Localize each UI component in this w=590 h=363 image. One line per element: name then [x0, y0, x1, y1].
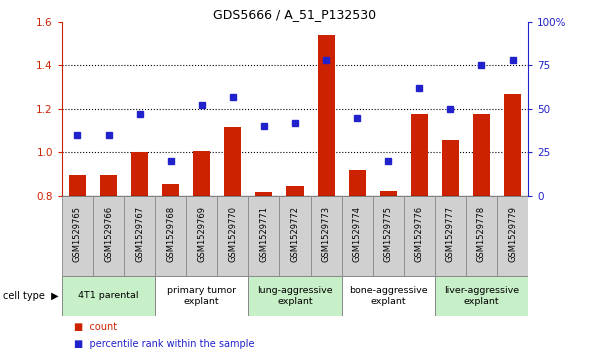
Bar: [310, 196, 342, 276]
Text: primary tumor
explant: primary tumor explant: [167, 286, 237, 306]
Bar: [155, 196, 186, 276]
Bar: [442, 140, 459, 196]
Bar: [131, 152, 148, 196]
Bar: [93, 196, 124, 276]
Bar: [100, 175, 117, 196]
Text: lung-aggressive
explant: lung-aggressive explant: [257, 286, 333, 306]
Text: GSM1529768: GSM1529768: [166, 206, 175, 262]
Text: ■  count: ■ count: [74, 322, 117, 332]
Text: GSM1529778: GSM1529778: [477, 206, 486, 262]
Text: GSM1529767: GSM1529767: [135, 206, 144, 262]
Text: GSM1529776: GSM1529776: [415, 206, 424, 262]
Text: cell type  ▶: cell type ▶: [4, 291, 59, 301]
Text: ■  percentile rank within the sample: ■ percentile rank within the sample: [74, 339, 254, 348]
Text: GSM1529772: GSM1529772: [290, 206, 300, 262]
Bar: [62, 276, 155, 316]
Bar: [155, 276, 248, 316]
Bar: [497, 196, 528, 276]
Text: 4T1 parental: 4T1 parental: [78, 291, 139, 300]
Bar: [504, 94, 521, 196]
Text: GSM1529770: GSM1529770: [228, 206, 237, 262]
Text: liver-aggressive
explant: liver-aggressive explant: [444, 286, 519, 306]
Bar: [342, 196, 373, 276]
Bar: [124, 196, 155, 276]
Bar: [69, 175, 86, 196]
Bar: [162, 184, 179, 196]
Text: GSM1529766: GSM1529766: [104, 206, 113, 262]
Bar: [194, 151, 210, 196]
Bar: [435, 196, 466, 276]
Bar: [404, 196, 435, 276]
Bar: [317, 35, 335, 196]
Text: bone-aggressive
explant: bone-aggressive explant: [349, 286, 428, 306]
Bar: [435, 276, 528, 316]
Bar: [224, 127, 241, 196]
Bar: [280, 196, 310, 276]
Text: GSM1529771: GSM1529771: [260, 206, 268, 262]
Text: GSM1529774: GSM1529774: [353, 206, 362, 262]
Bar: [411, 114, 428, 196]
Bar: [342, 276, 435, 316]
Bar: [466, 196, 497, 276]
Text: GSM1529765: GSM1529765: [73, 206, 82, 262]
Bar: [186, 196, 217, 276]
Text: GSM1529773: GSM1529773: [322, 206, 330, 262]
Bar: [373, 196, 404, 276]
Bar: [248, 196, 280, 276]
Bar: [349, 170, 366, 196]
Text: GSM1529769: GSM1529769: [197, 206, 206, 262]
Text: GSM1529775: GSM1529775: [384, 206, 393, 262]
Bar: [287, 186, 303, 196]
Bar: [62, 196, 93, 276]
Bar: [217, 196, 248, 276]
Bar: [380, 191, 396, 196]
Bar: [248, 276, 342, 316]
Title: GDS5666 / A_51_P132530: GDS5666 / A_51_P132530: [214, 8, 376, 21]
Text: GSM1529779: GSM1529779: [508, 206, 517, 262]
Bar: [255, 192, 273, 196]
Bar: [473, 114, 490, 196]
Text: GSM1529777: GSM1529777: [446, 206, 455, 262]
